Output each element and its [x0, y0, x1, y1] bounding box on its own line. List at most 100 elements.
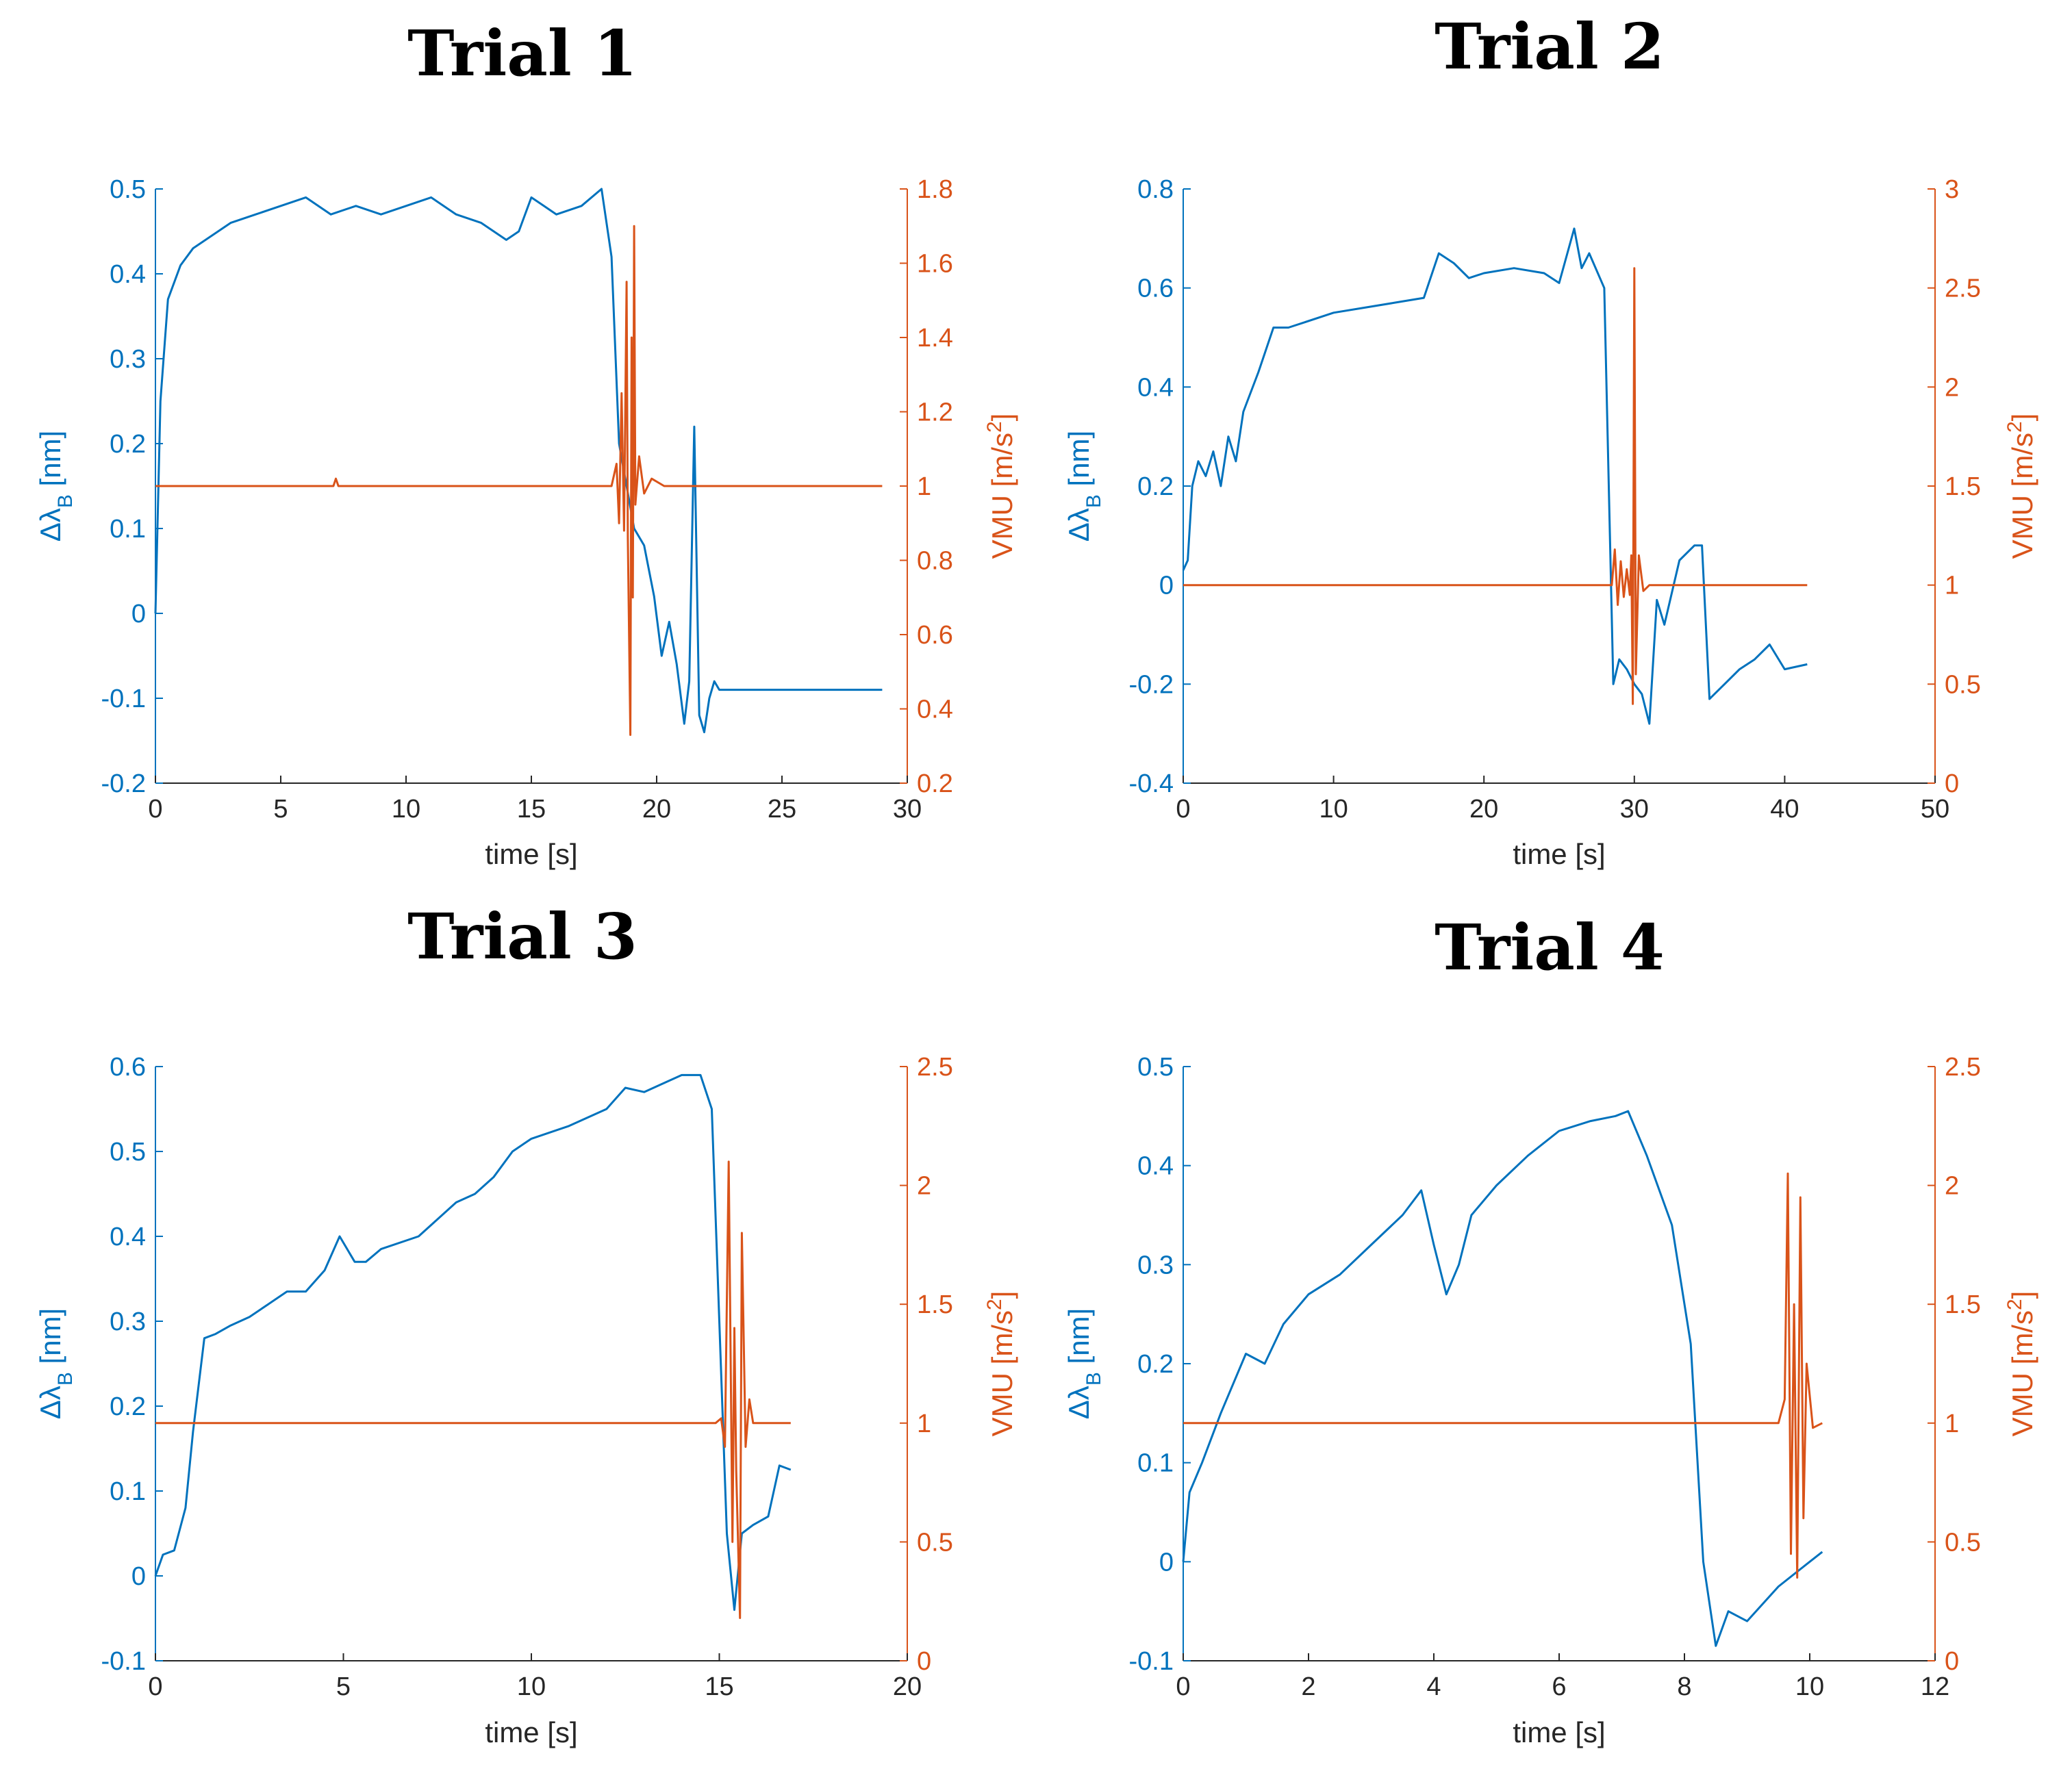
x-tick-label: 20	[893, 1672, 922, 1701]
series-line-delta-lambda	[154, 1073, 792, 1611]
x-tick-label: 8	[1677, 1672, 1691, 1701]
left-y-tick-label: 0.1	[1137, 1449, 1174, 1478]
x-axis-label: time [s]	[485, 838, 577, 870]
left-y-tick-label: 0.3	[110, 1308, 146, 1336]
right-y-tick-label: 0.6	[917, 621, 953, 650]
x-tick-label: 0	[1176, 1672, 1190, 1701]
x-tick-label: 20	[642, 795, 671, 824]
x-tick-label: 30	[893, 795, 922, 824]
series-line-vmu	[1183, 1172, 1823, 1579]
x-tick-label: 15	[705, 1672, 733, 1701]
x-axis-label: time [s]	[485, 1716, 577, 1748]
right-y-tick-label: 2	[1945, 1172, 1959, 1201]
right-y-axis-label: VMU [m/s2]	[983, 1291, 1019, 1437]
right-y-tick-label: 2.5	[1945, 275, 1981, 303]
panel-title: Trial 2	[1435, 10, 1665, 84]
right-y-tick-label: 0.5	[917, 1528, 953, 1557]
x-tick-label: 10	[392, 795, 420, 824]
left-y-tick-label: -0.1	[101, 1647, 146, 1676]
x-axis-label: time [s]	[1513, 1716, 1605, 1748]
left-y-tick-label: 0.1	[110, 1477, 146, 1506]
x-axis-label: time [s]	[1513, 838, 1605, 870]
x-tick-label: 50	[1921, 795, 1949, 824]
series-line-delta-lambda	[1182, 1110, 1823, 1647]
left-y-tick-label: 0.6	[110, 1053, 146, 1082]
right-y-tick-label: 0.4	[917, 696, 953, 724]
left-y-tick-label: -0.1	[101, 685, 146, 713]
x-tick-label: 30	[1620, 795, 1649, 824]
plot-area: 0 2 4 6 8 10 12-0.100.10.20.30.40.500.511.522.…	[1129, 1053, 1981, 1701]
left-y-tick-label: 0.5	[110, 1138, 146, 1167]
panel-title: Trial 1	[407, 16, 637, 90]
x-tick-label: 15	[517, 795, 546, 824]
x-tick-label: 25	[768, 795, 796, 824]
right-y-tick-label: 0	[917, 1647, 931, 1676]
left-y-tick-label: 0	[1159, 1548, 1174, 1577]
left-y-tick-label: 0.4	[110, 260, 146, 289]
right-y-tick-label: 2	[1945, 373, 1959, 402]
right-y-tick-label: 1.5	[1945, 1290, 1981, 1319]
series-line-delta-lambda	[1182, 227, 1808, 725]
right-y-tick-label: 0	[1945, 769, 1959, 798]
right-y-tick-label: 0.8	[917, 547, 953, 576]
right-y-axis-label: VMU [m/s2]	[2004, 1291, 2039, 1437]
right-y-tick-label: 1	[1945, 572, 1959, 600]
right-y-tick-label: 2	[917, 1172, 931, 1201]
right-y-axis-label: VMU [m/s2]	[2004, 413, 2039, 559]
right-y-tick-label: 1	[917, 472, 931, 501]
right-y-tick-label: 1.8	[917, 175, 953, 204]
x-tick-label: 6	[1552, 1672, 1566, 1701]
left-y-tick-label: 0.3	[110, 345, 146, 374]
left-y-tick-label: 0	[1159, 572, 1174, 600]
left-y-tick-label: 0.5	[1137, 1053, 1174, 1082]
x-tick-label: 12	[1921, 1672, 1949, 1701]
left-y-tick-label: 0.4	[110, 1223, 146, 1251]
x-tick-label: 5	[336, 1672, 351, 1701]
right-y-tick-label: 0.5	[1945, 1528, 1981, 1557]
left-y-tick-label: 0.2	[110, 1392, 146, 1421]
x-tick-label: 4	[1426, 1672, 1441, 1701]
plot-area: 0 10 20 30 40 50 -0.4 -0.2 0 0.2 0.4 0.6 0.8 0 0.5 1 1.5…	[1129, 175, 1981, 824]
x-tick-label: 10	[1795, 1672, 1824, 1701]
x-tick-label: 20	[1469, 795, 1498, 824]
left-y-tick-label: -0.2	[101, 769, 146, 798]
x-tick-label: 5	[273, 795, 288, 824]
left-y-tick-label: 0.8	[1137, 175, 1174, 204]
left-y-tick-label: 0.6	[1137, 275, 1174, 303]
left-y-tick-label: 0.5	[110, 175, 146, 204]
panel-title: Trial 4	[1435, 910, 1665, 984]
right-y-tick-label: 2.5	[1945, 1053, 1981, 1082]
left-y-tick-label: 0.2	[1137, 472, 1174, 501]
x-tick-label: 0	[148, 1672, 162, 1701]
x-tick-label: 2	[1301, 1672, 1315, 1701]
right-y-tick-label: 1.5	[1945, 472, 1981, 501]
panel-title: Trial 3	[407, 900, 637, 973]
left-y-tick-label: 0.1	[110, 515, 146, 544]
left-y-tick-label: -0.2	[1129, 670, 1174, 699]
right-y-tick-label: 0.5	[1945, 670, 1981, 699]
left-y-tick-label: 0.3	[1137, 1251, 1174, 1279]
x-tick-label: 0	[1176, 795, 1190, 824]
right-y-tick-label: 1	[1945, 1410, 1959, 1438]
series-line-vmu	[1183, 267, 1808, 705]
left-y-tick-label: 0.4	[1137, 373, 1174, 402]
right-y-tick-label: 1.4	[917, 324, 953, 353]
x-tick-label: 0	[148, 795, 162, 824]
left-y-tick-label: 0.2	[110, 430, 146, 459]
right-y-tick-label: 1.5	[917, 1290, 953, 1319]
right-y-tick-label: 2.5	[917, 1053, 953, 1082]
left-y-tick-label: 0	[131, 600, 146, 628]
right-y-axis-label: VMU [m/s2]	[983, 413, 1019, 559]
right-y-tick-label: 1.2	[917, 398, 953, 427]
right-y-tick-label: 1	[917, 1410, 931, 1438]
series-line-vmu	[155, 1160, 791, 1619]
right-y-tick-label: 3	[1945, 175, 1959, 204]
x-tick-label: 40	[1770, 795, 1799, 824]
panel-trial-2: Trial 2 0 10 20 30 40 50-0.4-0.200.20.40.60.8…	[1063, 10, 2038, 870]
x-tick-label: 10	[517, 1672, 546, 1701]
left-y-tick-label: 0.4	[1137, 1152, 1174, 1181]
plot-area: 0 5 10 15 20-0.100.10.20.30.40.50.600.511.52…	[101, 1053, 953, 1701]
series-line-vmu	[155, 225, 883, 736]
